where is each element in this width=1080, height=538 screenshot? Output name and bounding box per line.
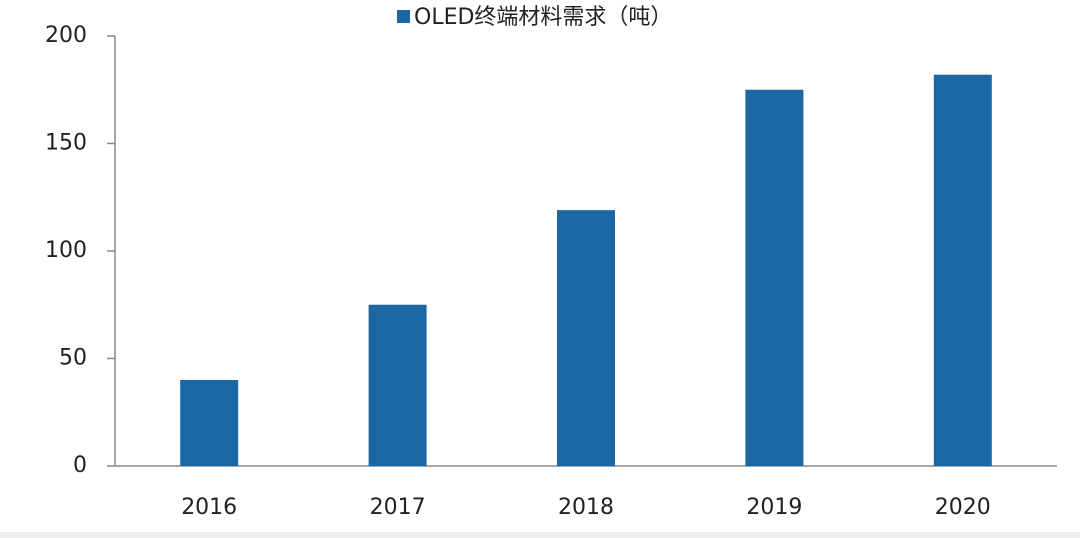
bottom-strip bbox=[0, 532, 1080, 538]
bar bbox=[557, 210, 615, 466]
legend-swatch bbox=[397, 10, 410, 23]
bar bbox=[368, 304, 427, 466]
bar bbox=[180, 380, 239, 466]
y-tick-label: 100 bbox=[45, 238, 87, 263]
y-tick-label: 0 bbox=[73, 453, 87, 478]
x-tick-label: 2018 bbox=[558, 495, 614, 520]
legend-label: OLED终端材料需求（吨） bbox=[414, 5, 672, 30]
x-tick-label: 2016 bbox=[181, 495, 237, 520]
bar bbox=[933, 74, 992, 466]
y-tick-label: 200 bbox=[45, 23, 87, 48]
y-tick-label: 150 bbox=[45, 131, 87, 156]
x-tick-label: 2017 bbox=[370, 495, 426, 520]
x-tick-label: 2019 bbox=[746, 495, 802, 520]
y-tick-label: 50 bbox=[59, 346, 87, 371]
x-tick-label: 2020 bbox=[935, 495, 991, 520]
bar bbox=[745, 89, 804, 466]
